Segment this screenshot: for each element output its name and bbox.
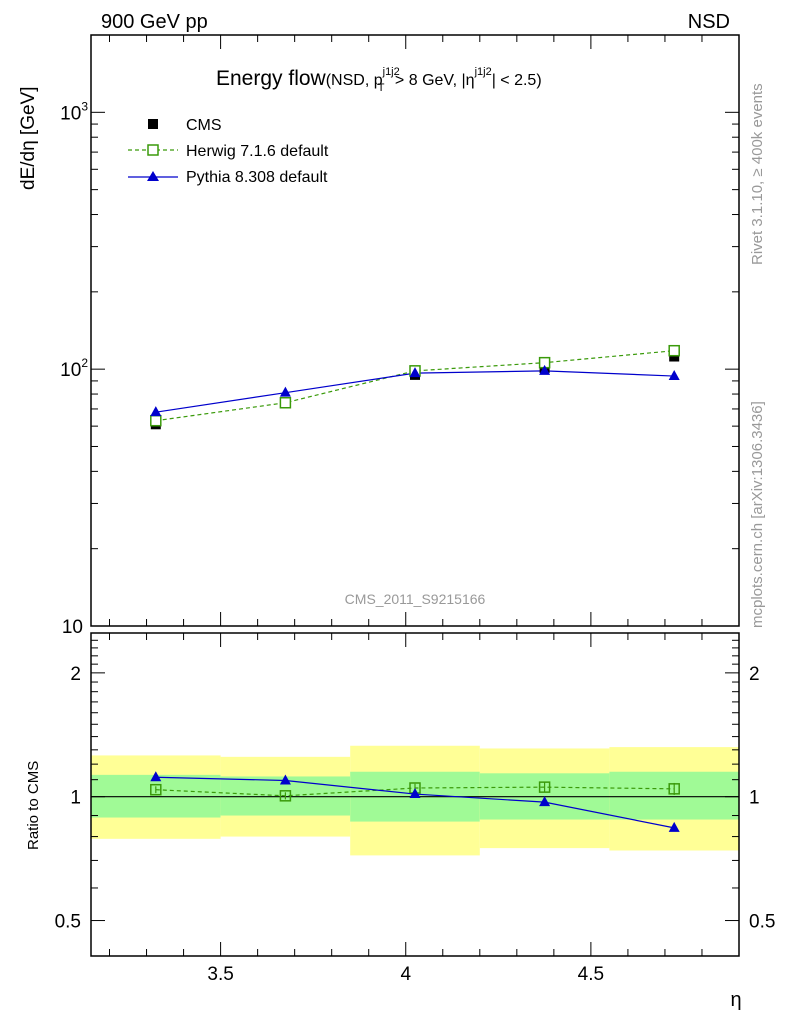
main-y-axis-label: dE/dη [GeV] [18, 86, 39, 190]
pythia-point [539, 364, 551, 375]
main-series-line-1 [155, 350, 675, 422]
main-panel: 10 102 103 Energy flow(NSD, pj1j2 T > 8 GeV… [18, 34, 740, 638]
ratio-panel: 0.5 0.5 1 1 2 2 3.5 4 4.5 Ratio to CMS η [25, 632, 775, 1011]
header-left-label: 900 GeV pp [101, 11, 208, 33]
legend: CMS Herwig 7.1.6 default Pythia 8.308 de… [128, 117, 329, 186]
legend-herwig-label: Herwig 7.1.6 default [186, 143, 329, 160]
ratio-pythia-point [668, 821, 680, 832]
main-y-tick-label: 103 [60, 99, 88, 124]
pythia-point [150, 406, 162, 417]
main-y-tick-label: 10 [62, 617, 83, 638]
legend-pythia-label: Pythia 8.308 default [186, 169, 328, 186]
legend-pythia-marker [147, 171, 159, 181]
pythia-point [279, 386, 291, 397]
x-tick-label: 3.5 [207, 964, 233, 985]
x-axis-label: η [730, 989, 741, 1011]
ratio-band-inner [609, 771, 739, 820]
cms-data-point [669, 351, 680, 362]
ratio-y-tick-label-right: 0.5 [749, 912, 775, 933]
ratio-frame [90, 632, 740, 957]
ratio-pythia-point [150, 771, 162, 782]
rivet-label: Rivet 3.1.10, ≥ 400k events [749, 83, 766, 265]
main-frame [90, 34, 740, 627]
ratio-y-tick-label: 2 [70, 664, 81, 685]
ratio-y-tick-label-right: 2 [749, 664, 760, 685]
ratio-pythia-point [539, 796, 551, 807]
ratio-y-tick-label: 0.5 [55, 912, 81, 933]
legend-cms-label: CMS [186, 117, 222, 134]
chart-title: Energy flow(NSD, pj1j2 T > 8 GeV, |ηj1j2|… [216, 66, 542, 94]
ratio-pythia-point [279, 774, 291, 785]
mcplots-label: mcplots.cern.ch [arXiv:1306.3436] [749, 401, 766, 628]
legend-herwig-marker [147, 144, 159, 156]
legend-cms-marker [148, 119, 158, 129]
ratio-herwig-point [279, 790, 292, 802]
ratio-herwig-point [538, 781, 551, 793]
header-right-label: NSD [688, 11, 730, 33]
ratio-y-tick-label-right: 1 [749, 788, 760, 809]
pythia-point [668, 370, 680, 381]
herwig-point [150, 414, 162, 427]
main-y-tick-label: 102 [60, 356, 88, 381]
ratio-herwig-point [668, 783, 680, 795]
ratio-pythia-point [409, 788, 421, 799]
ratio-herwig-point [150, 783, 162, 796]
x-tick-label: 4 [400, 964, 411, 985]
herwig-point [668, 344, 680, 357]
ratio-y-axis-label: Ratio to CMS [25, 761, 42, 850]
herwig-point [279, 396, 292, 409]
x-tick-label: 4.5 [578, 964, 604, 985]
pythia-point [409, 367, 421, 378]
ratio-y-tick-label: 1 [70, 788, 81, 809]
analysis-watermark: CMS_2011_S9215166 [345, 591, 486, 607]
